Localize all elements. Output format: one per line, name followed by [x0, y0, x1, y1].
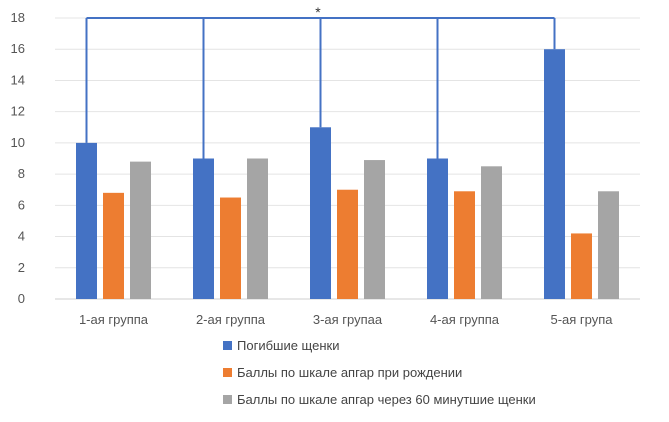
legend-label: Погибшие щенки — [237, 338, 339, 353]
y-tick-label: 2 — [18, 260, 25, 275]
y-axis-ticks: 0 2 4 6 8 10 12 14 16 18 — [11, 10, 25, 306]
y-tick-label: 0 — [18, 291, 25, 306]
bar-1-3 — [310, 127, 331, 300]
y-tick-label: 4 — [18, 229, 25, 244]
y-tick-label: 14 — [11, 72, 25, 87]
y-tick-label: 6 — [18, 197, 25, 212]
y-tick-label: 16 — [11, 41, 25, 56]
bar-2-3 — [337, 189, 358, 299]
bar-3-2 — [247, 158, 268, 299]
bar-3-1 — [130, 161, 151, 299]
x-tick-label: 2-ая группа — [196, 312, 266, 327]
bar-2-5 — [571, 233, 592, 299]
bar-2-2 — [220, 197, 241, 299]
x-tick-label: 4-ая группа — [430, 312, 500, 327]
legend: Погибшие щенки Баллы по шкале апгар при р… — [223, 338, 536, 407]
y-tick-label: 18 — [11, 10, 25, 25]
bar-1-5 — [544, 49, 565, 299]
legend-label: Баллы по шкале апгар при рождении — [237, 365, 462, 380]
legend-swatch — [223, 341, 232, 350]
significance-marker: * — [315, 4, 321, 20]
bar-3-4 — [481, 166, 502, 299]
x-tick-label: 5-ая група — [550, 312, 613, 327]
x-tick-label: 1-ая группа — [79, 312, 149, 327]
bar-1-1 — [76, 142, 97, 299]
y-tick-label: 12 — [11, 104, 25, 119]
bars — [76, 49, 619, 300]
legend-swatch — [223, 395, 232, 404]
bar-3-3 — [364, 160, 385, 299]
x-tick-label: 3-ая групаа — [313, 312, 383, 327]
legend-swatch — [223, 368, 232, 377]
y-tick-label: 8 — [18, 166, 25, 181]
bar-3-5 — [598, 191, 619, 299]
bar-1-2 — [193, 158, 214, 299]
bar-2-1 — [103, 192, 124, 299]
legend-label: Баллы по шкале апгар через 60 минутшие щ… — [237, 392, 536, 407]
y-tick-label: 10 — [11, 135, 25, 150]
x-axis-labels: 1-ая группа 2-ая группа 3-ая групаа 4-ая гр… — [79, 312, 613, 327]
significance-bracket: * — [85, 4, 556, 159]
bar-1-4 — [427, 158, 448, 299]
bar-2-4 — [454, 191, 475, 299]
